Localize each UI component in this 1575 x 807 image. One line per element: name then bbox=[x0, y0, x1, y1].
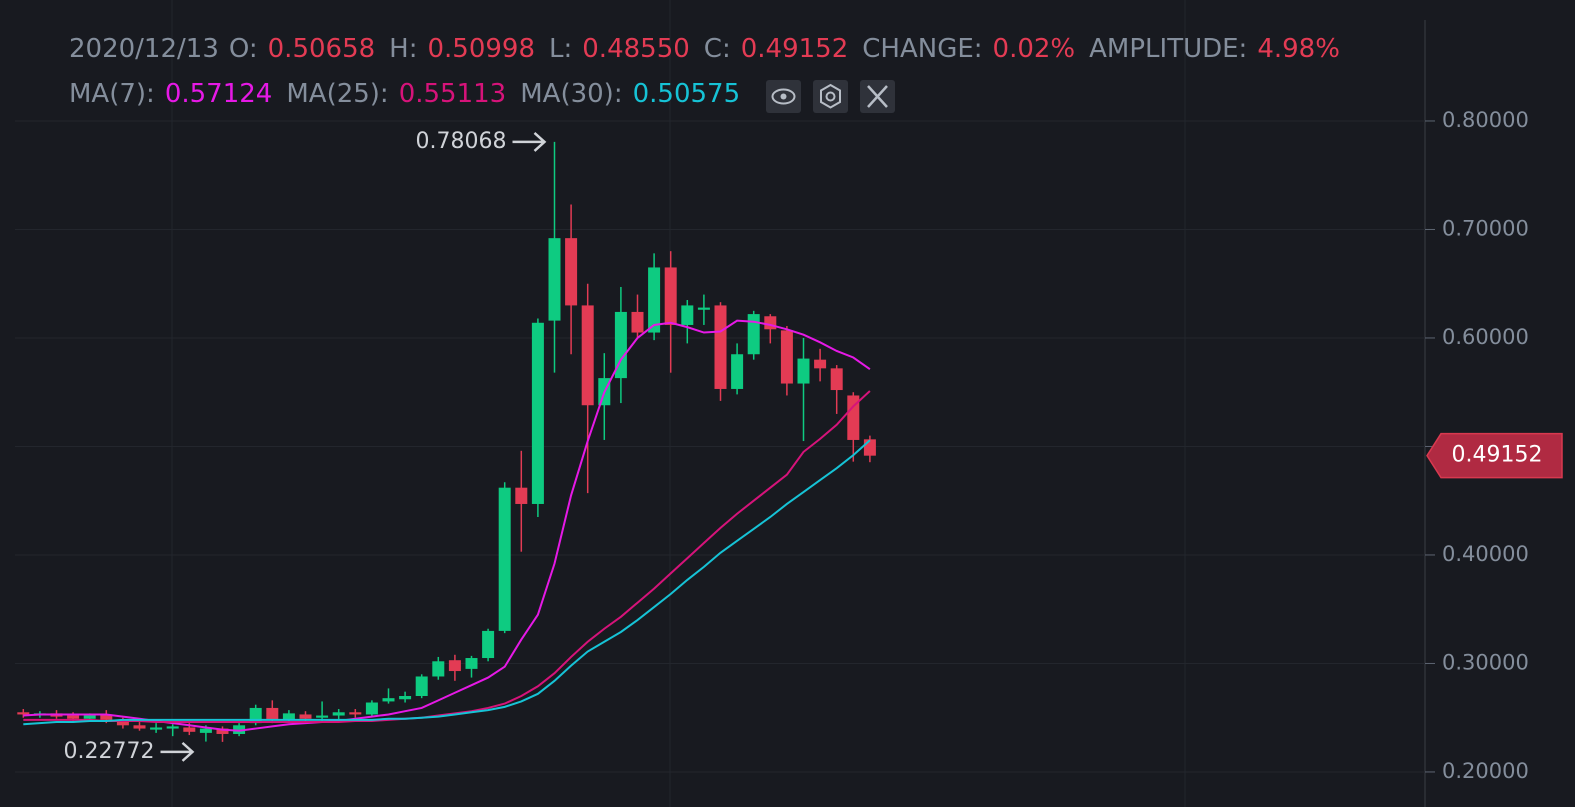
candle-body bbox=[498, 487, 511, 631]
candle-body bbox=[216, 728, 229, 734]
eye-button[interactable] bbox=[766, 80, 801, 113]
candle-body bbox=[482, 630, 495, 659]
y-tick-label: 0.40000 bbox=[1442, 542, 1529, 566]
candle-body bbox=[17, 712, 30, 715]
ma-value: 0.50575 bbox=[632, 79, 741, 109]
candle-body bbox=[697, 307, 710, 310]
date: 2020/12/13 bbox=[69, 34, 219, 64]
arrow bbox=[512, 132, 547, 152]
close-icon bbox=[867, 85, 888, 108]
candle-body bbox=[581, 305, 594, 406]
candle-body bbox=[681, 305, 694, 325]
candle-body bbox=[764, 316, 777, 330]
candle-body bbox=[332, 712, 345, 716]
candle-body bbox=[299, 714, 312, 719]
candle-body bbox=[847, 395, 860, 440]
field-value: 0.48550 bbox=[582, 34, 690, 64]
candle-body bbox=[166, 726, 179, 729]
candle-body bbox=[316, 715, 329, 718]
candle-body bbox=[382, 698, 395, 702]
y-tick-label: 0.60000 bbox=[1442, 325, 1529, 349]
field-label: O: bbox=[228, 34, 258, 64]
candle-body bbox=[814, 359, 827, 369]
eye-icon bbox=[771, 88, 796, 105]
candle-body bbox=[183, 727, 196, 732]
candle-body bbox=[266, 707, 279, 720]
candle-body bbox=[565, 238, 578, 306]
candle-body bbox=[448, 660, 461, 672]
field-label: H: bbox=[389, 34, 418, 64]
candle-body bbox=[548, 238, 561, 321]
settings-button[interactable] bbox=[813, 80, 848, 113]
ma-label: MA(25): bbox=[286, 79, 389, 109]
candle-body bbox=[465, 658, 478, 669]
candle-body bbox=[282, 713, 295, 720]
ma-value: 0.55113 bbox=[398, 79, 507, 109]
candle-body bbox=[133, 725, 146, 729]
candle-body bbox=[614, 311, 627, 379]
ma-line bbox=[23, 390, 871, 724]
low-annotation: 0.22772 bbox=[64, 739, 155, 764]
candle-body bbox=[365, 702, 378, 715]
candle-body bbox=[714, 305, 727, 389]
ma-label: MA(7): bbox=[69, 79, 155, 109]
y-tick-label: 0.80000 bbox=[1442, 108, 1529, 132]
field-value: 0.49152 bbox=[740, 34, 849, 64]
field-label: L: bbox=[549, 34, 573, 64]
candle-body bbox=[797, 358, 810, 384]
candle-body bbox=[631, 311, 644, 333]
field-label: C: bbox=[703, 34, 731, 64]
candle-body bbox=[199, 728, 212, 733]
ma-value: 0.57124 bbox=[164, 79, 273, 109]
candle-body bbox=[531, 322, 544, 504]
ohlc-row: 2020/12/13 O: 0.50658 H: 0.50998 L: 0.48550 C: 0… bbox=[69, 34, 1354, 64]
candle-body bbox=[648, 267, 661, 333]
settings-icon bbox=[820, 83, 841, 109]
y-tick-label: 0.20000 bbox=[1442, 759, 1529, 783]
candle-body bbox=[830, 368, 843, 391]
high-annotation: 0.78068 bbox=[416, 129, 507, 154]
candle-body bbox=[780, 330, 793, 384]
ma-line bbox=[23, 439, 871, 726]
candle-body bbox=[415, 676, 428, 697]
close-button[interactable] bbox=[860, 80, 895, 113]
candle-body bbox=[67, 715, 80, 719]
field-value: 0.02% bbox=[992, 34, 1076, 64]
icons bbox=[766, 80, 895, 113]
candle-body bbox=[515, 487, 528, 504]
y-tick-label: 0.70000 bbox=[1442, 216, 1529, 240]
price-tag bbox=[1426, 432, 1563, 479]
candle-body bbox=[349, 712, 362, 715]
price-tag-label: 0.49152 bbox=[1452, 443, 1543, 468]
field-label: AMPLITUDE: bbox=[1089, 34, 1248, 64]
candle-body bbox=[233, 725, 246, 734]
candle-body bbox=[83, 715, 96, 719]
candle-body bbox=[150, 727, 163, 730]
candle-body bbox=[747, 314, 760, 355]
candle-body bbox=[664, 267, 677, 325]
ma-row: MA(7): 0.57124 MA(25): 0.55113 MA(30): 0.5057… bbox=[69, 79, 754, 109]
candle-body bbox=[100, 714, 113, 720]
field-label: CHANGE: bbox=[862, 34, 983, 64]
candle-body bbox=[432, 661, 445, 677]
candle-body bbox=[116, 720, 129, 726]
field-value: 4.98% bbox=[1257, 34, 1340, 64]
field-value: 0.50998 bbox=[427, 34, 536, 64]
field-value: 0.50658 bbox=[267, 34, 376, 64]
y-tick-label: 0.30000 bbox=[1442, 650, 1529, 674]
candle-body bbox=[731, 354, 744, 389]
candle-body bbox=[399, 696, 412, 700]
candle-body bbox=[863, 439, 876, 456]
arrow bbox=[160, 741, 195, 762]
ma-label: MA(30): bbox=[520, 79, 623, 109]
